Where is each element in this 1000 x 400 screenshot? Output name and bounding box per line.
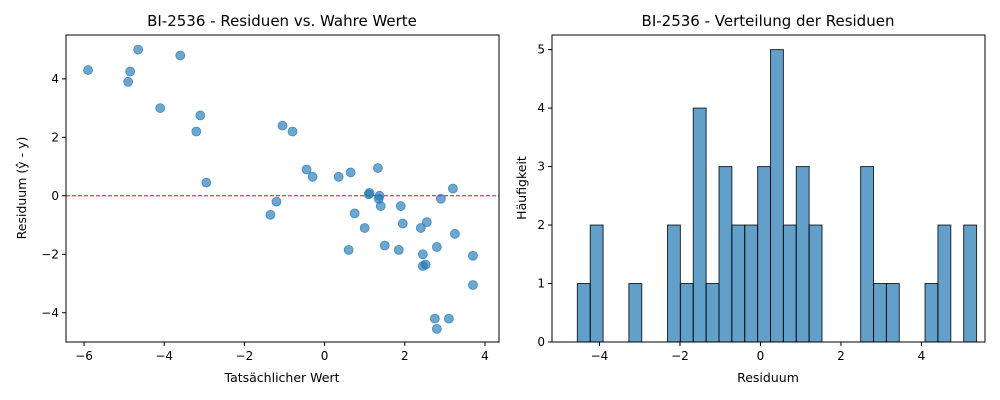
scatter-point <box>379 240 390 251</box>
scatter-point <box>429 313 440 324</box>
histogram-x-tick-label: 0 <box>757 349 765 363</box>
histogram-bar <box>589 224 604 343</box>
scatter-point <box>83 65 93 75</box>
scatter-point <box>349 208 360 219</box>
scatter-plot-area <box>65 34 500 343</box>
scatter-point <box>333 171 344 182</box>
scatter-point <box>431 323 442 334</box>
scatter-y-tick-label: −4 <box>41 306 59 320</box>
histogram-plot-area <box>551 34 986 343</box>
histogram-bar <box>963 224 978 343</box>
histogram-bar <box>731 224 746 343</box>
histogram-y-tick-label: 5 <box>537 43 545 57</box>
histogram-bar <box>692 107 707 343</box>
scatter-point <box>265 209 276 220</box>
scatter-point <box>345 167 356 178</box>
histogram-panel: BI-2536 - Verteilung der Residuen −4 −2 0 2… <box>514 12 986 385</box>
histogram-bar <box>937 224 952 343</box>
histogram-bar <box>628 283 643 343</box>
scatter-x-tick-label: 2 <box>401 349 409 363</box>
scatter-point <box>393 244 404 255</box>
scatter-axes: −6 −4 −2 0 2 4 −4 −2 0 2 4 <box>41 72 488 363</box>
scatter-point <box>415 223 426 233</box>
histogram-y-tick-label: 1 <box>537 277 545 291</box>
histogram-y-tick-label: 2 <box>537 218 545 232</box>
scatter-title: BI-2536 - Residuen vs. Wahre Werte <box>147 12 417 30</box>
scatter-point <box>397 218 408 229</box>
histogram-bar <box>705 283 720 343</box>
scatter-panel: BI-2536 - Residuen vs. Wahre Werte −6 −4−… <box>14 12 500 385</box>
histogram-bar <box>576 283 591 343</box>
scatter-point <box>287 126 298 137</box>
histogram-bar <box>744 224 759 343</box>
scatter-y-tick-label: 0 <box>51 189 59 203</box>
scatter-point <box>373 163 383 173</box>
histogram-bar <box>873 283 887 343</box>
scatter-point <box>271 196 282 207</box>
scatter-point <box>307 171 318 182</box>
scatter-x-axis-label: Tatsächlicher Wert <box>224 370 340 385</box>
histogram-x-tick-label: −2 <box>671 349 689 363</box>
histogram-bar <box>718 166 733 343</box>
scatter-point <box>374 190 385 201</box>
scatter-point <box>301 164 312 175</box>
histogram-bar <box>757 166 772 343</box>
histogram-bar <box>924 283 939 343</box>
scatter-point <box>431 242 442 252</box>
scatter-point <box>395 201 406 211</box>
histogram-bar <box>679 283 694 343</box>
scatter-y-tick-label: −2 <box>41 247 59 261</box>
scatter-point <box>417 249 428 260</box>
histogram-axes: −4 −2 0 2 4 0 1 2 3 4 5 <box>537 43 925 363</box>
scatter-x-tick-label: −6 <box>75 349 93 363</box>
scatter-point <box>195 110 206 121</box>
scatter-point <box>133 44 144 55</box>
scatter-x-tick-label: −2 <box>236 349 254 363</box>
histogram-bar <box>770 49 784 343</box>
histogram-bars <box>576 49 978 343</box>
scatter-x-tick-label: −4 <box>155 349 173 363</box>
scatter-point <box>447 183 458 194</box>
scatter-point <box>277 120 288 131</box>
scatter-point <box>359 223 370 233</box>
scatter-point <box>123 76 134 87</box>
scatter-point <box>343 244 354 255</box>
scatter-point <box>420 259 431 270</box>
scatter-points <box>83 44 478 334</box>
scatter-point <box>125 66 136 77</box>
histogram-bar <box>666 224 681 343</box>
scatter-point <box>175 50 186 61</box>
scatter-point <box>191 126 202 137</box>
histogram-x-tick-label: 2 <box>837 349 845 363</box>
histogram-bar <box>808 224 823 343</box>
histogram-x-tick-label: 4 <box>918 349 926 363</box>
histogram-y-tick-label: 4 <box>537 101 545 115</box>
scatter-point <box>375 201 386 211</box>
scatter-point <box>449 228 460 239</box>
scatter-point <box>443 313 454 324</box>
scatter-point <box>201 177 212 188</box>
scatter-point <box>421 217 432 228</box>
scatter-x-tick-label: 0 <box>321 349 329 363</box>
histogram-title: BI-2536 - Verteilung der Residuen <box>642 12 895 30</box>
histogram-bar <box>860 166 875 343</box>
histogram-x-tick-label: −4 <box>591 349 609 363</box>
histogram-bar <box>782 224 797 343</box>
scatter-point <box>468 250 478 261</box>
scatter-y-tick-label: 2 <box>51 130 59 144</box>
scatter-point <box>364 187 375 198</box>
histogram-x-axis-label: Residuum <box>737 370 799 385</box>
scatter-point <box>468 280 478 290</box>
histogram-bar <box>885 283 900 343</box>
scatter-y-axis-label: Residuum (ŷ - y) <box>14 137 29 240</box>
histogram-y-tick-label: 0 <box>537 335 545 349</box>
histogram-bar <box>795 166 810 343</box>
histogram-y-tick-label: 3 <box>537 160 545 174</box>
scatter-y-tick-label: 4 <box>51 72 59 86</box>
scatter-point <box>435 193 446 204</box>
scatter-x-tick-label: 4 <box>481 349 489 363</box>
histogram-y-axis-label: Häufigkeit <box>514 156 529 220</box>
scatter-point <box>155 103 166 113</box>
